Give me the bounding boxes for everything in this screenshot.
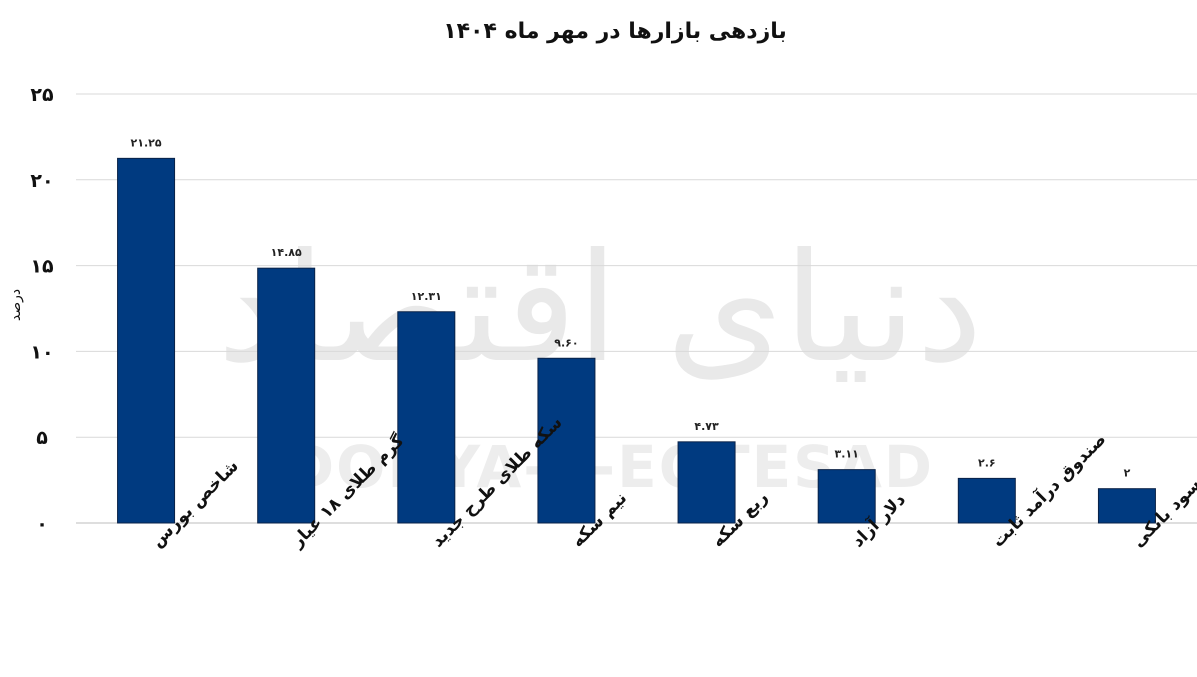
y-tick-label: ۲۰ [30,170,53,192]
y-axis-label: درصد [8,289,24,321]
bar [537,357,596,524]
data-label: ۴.۷۳ [694,420,719,433]
bar [677,441,736,524]
y-tick-label: ۲۵ [30,84,54,106]
data-label: ۳.۱۱ [835,448,859,461]
y-axis-ticks: ۰ ۵ ۱۰ ۱۵ ۲۰ ۲۵ [30,84,54,535]
bars [117,157,1156,524]
y-tick-label: ۱۵ [30,256,54,278]
bar [1097,488,1156,524]
y-tick-label: ۵ [36,427,48,449]
bar [117,157,176,524]
data-label: ۲ [1124,467,1131,480]
data-label: ۱۴.۸۵ [271,246,302,259]
chart-title: بازدهی بازارها در مهر ماه ۱۴۰۴ [443,19,787,44]
data-label: ۱۲.۳۱ [411,290,442,303]
bar [817,469,876,524]
watermark-persian: دنیای اقتصاد [217,222,983,396]
bar [957,477,1016,524]
y-tick-label: ۱۰ [30,341,53,363]
data-labels: ۲۱.۲۵ ۱۴.۸۵ ۱۲.۳۱ ۹.۶۰ ۴.۷۳ ۳.۱۱ ۲.۶ ۲ [131,136,1131,479]
data-label: ۲.۶ [978,456,996,469]
data-label: ۹.۶۰ [554,336,578,349]
y-tick-label: ۰ [36,513,48,535]
data-label: ۲۱.۲۵ [131,136,162,149]
bar [257,267,316,524]
bar [397,311,456,524]
